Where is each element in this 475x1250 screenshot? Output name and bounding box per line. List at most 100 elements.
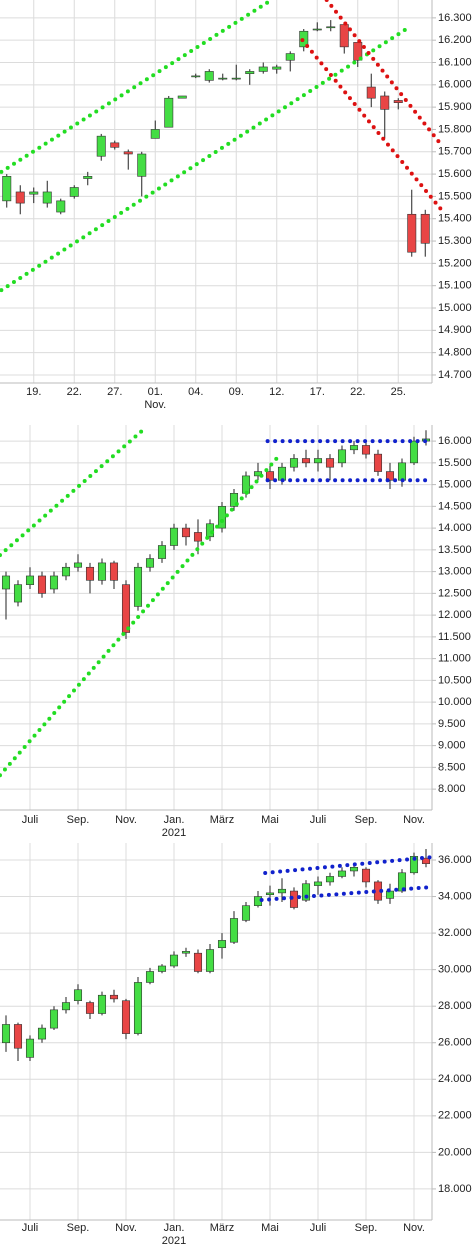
candle-body [133,982,143,1034]
candle-body [301,458,311,464]
candle-body [326,26,336,29]
candle-body [272,66,282,70]
x-tick-label: Juli [310,814,327,826]
y-tick-label: 16.200 [438,34,472,46]
x-tick-label: Juli [22,814,39,826]
x-tick-label: Juli [310,1222,327,1234]
x-tick-label: Sep. [67,814,90,826]
y-tick-label: 13.000 [438,566,472,578]
trendlines [0,0,444,293]
y-tick-label: 15.500 [438,457,472,469]
candle-body [313,458,323,464]
trendline [324,0,444,148]
candle-body [349,867,359,872]
candle-body [109,994,119,1000]
candle-body [420,213,430,244]
y-tick-label: 15.600 [438,168,472,180]
candle-body [229,492,239,507]
candle-body [301,883,311,901]
x-tick-label: 22. [67,386,82,398]
candle-body [229,918,239,943]
y-tick-label: 16.000 [438,435,472,447]
candle-body [37,1027,47,1040]
candle-body [217,940,227,949]
y-tick-label: 15.100 [438,280,472,292]
candle-body [137,153,147,177]
candle-body [97,994,107,1014]
candle-body [85,1002,95,1014]
candle-body [385,890,395,899]
candle-body [312,28,322,31]
candle-body [169,527,179,546]
candle-body [277,466,287,481]
candle-body [245,71,255,74]
candle-body [61,1002,71,1011]
candle-body [373,453,383,472]
candle-body [191,75,201,78]
x-tick-label: 09. [229,386,244,398]
x-sub-label: 2021 [162,827,186,839]
candle-body [231,77,241,80]
candle-body [25,575,35,585]
candle-body [289,458,299,468]
candle-body [397,872,407,892]
trendline [300,38,444,212]
y-tick-label: 26.000 [438,1037,472,1049]
trendline [0,426,148,558]
candle-body [13,584,23,603]
y-tick-label: 14.000 [438,522,472,534]
candle-body [313,881,323,886]
candle-body [110,142,120,148]
candle-body [325,876,335,883]
candle-body [73,989,83,1002]
candle-body [29,191,39,195]
candle-body [157,545,167,559]
x-sub-label: 2021 [162,1235,186,1247]
candle-body [193,952,203,972]
candle-body [97,562,107,581]
candle-body [218,77,228,80]
candle-body [337,870,347,877]
y-tick-label: 14.900 [438,324,472,336]
y-tick-label: 36.000 [438,854,472,866]
candle-body [361,868,371,883]
candle-body [150,129,160,139]
candle-body [181,527,191,538]
candle-body [349,445,359,451]
y-tick-label: 12.500 [438,587,472,599]
trendline [263,855,434,875]
y-tick-label: 10.000 [438,696,472,708]
x-tick-label: März [210,1222,234,1234]
candle-body [73,562,83,568]
candle-body [385,471,395,481]
trendline [0,0,274,174]
y-tick-label: 16.300 [438,12,472,24]
candle-body [49,575,59,590]
candle-body [85,566,95,581]
candle-body [277,888,287,894]
candle-body [421,857,431,864]
candle-body [380,95,390,110]
x-tick-label: 19. [26,386,41,398]
y-tick-label: 30.000 [438,964,472,976]
candle-body [42,191,52,204]
candle-body [1,575,11,590]
y-tick-label: 22.000 [438,1110,472,1122]
candle-body [169,954,179,967]
candle-body [121,584,131,633]
y-tick-label: 15.000 [438,479,472,491]
candle-body [339,24,349,48]
y-tick-label: 16.000 [438,79,472,91]
candle-body [265,892,275,896]
trendline [0,27,409,293]
y-tick-label: 14.500 [438,500,472,512]
x-tick-label: Sep. [355,814,378,826]
y-tick-label: 15.800 [438,123,472,135]
candle-body [409,440,419,464]
x-tick-label: Nov. [403,814,425,826]
trendline [259,885,434,903]
candle-body [285,53,295,61]
y-tick-label: 20.000 [438,1146,472,1158]
x-tick-label: Nov. [115,1222,137,1234]
candle-body [366,86,376,99]
